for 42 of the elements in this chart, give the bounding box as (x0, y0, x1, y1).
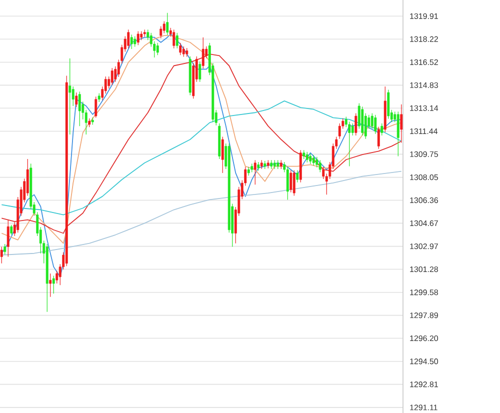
candlestick (49, 273, 52, 298)
candlestick (292, 170, 296, 196)
candlestick (380, 123, 384, 136)
candlestick (396, 111, 400, 157)
candlestick (306, 152, 308, 163)
candlestick (374, 114, 377, 134)
candlestick (130, 34, 133, 50)
candlestick (94, 96, 98, 118)
candlestick (172, 29, 176, 49)
line-series (1, 100, 402, 216)
candlestick (78, 91, 81, 126)
candlestick (68, 58, 72, 135)
candlestick (198, 61, 202, 82)
candlestick (387, 89, 390, 120)
candlestick (400, 104, 403, 144)
candlestick (179, 42, 182, 56)
candlestick (110, 68, 114, 86)
candlestick (4, 244, 6, 255)
candlestick (52, 275, 55, 294)
candlestick (202, 37, 204, 69)
candlestick (318, 160, 322, 173)
candlestick (312, 154, 315, 166)
candlestick (221, 136, 224, 174)
candlestick (0, 246, 3, 264)
candlestick (136, 30, 140, 46)
candlestick (6, 220, 10, 258)
candlestick (377, 126, 380, 150)
candlestick (354, 113, 358, 136)
candlestick (361, 106, 364, 136)
candlestick (75, 92, 78, 108)
candlestick (254, 160, 256, 185)
candlestick (351, 123, 354, 136)
candlestick (156, 42, 159, 56)
candlestick (134, 36, 136, 48)
candlestick (176, 32, 178, 49)
candlestick (166, 12, 169, 36)
candlestick (182, 46, 185, 58)
candlestick (10, 224, 13, 236)
candlestick (296, 170, 299, 183)
candlestick (290, 170, 292, 193)
candlestick (127, 29, 130, 49)
candlestick (309, 153, 312, 164)
